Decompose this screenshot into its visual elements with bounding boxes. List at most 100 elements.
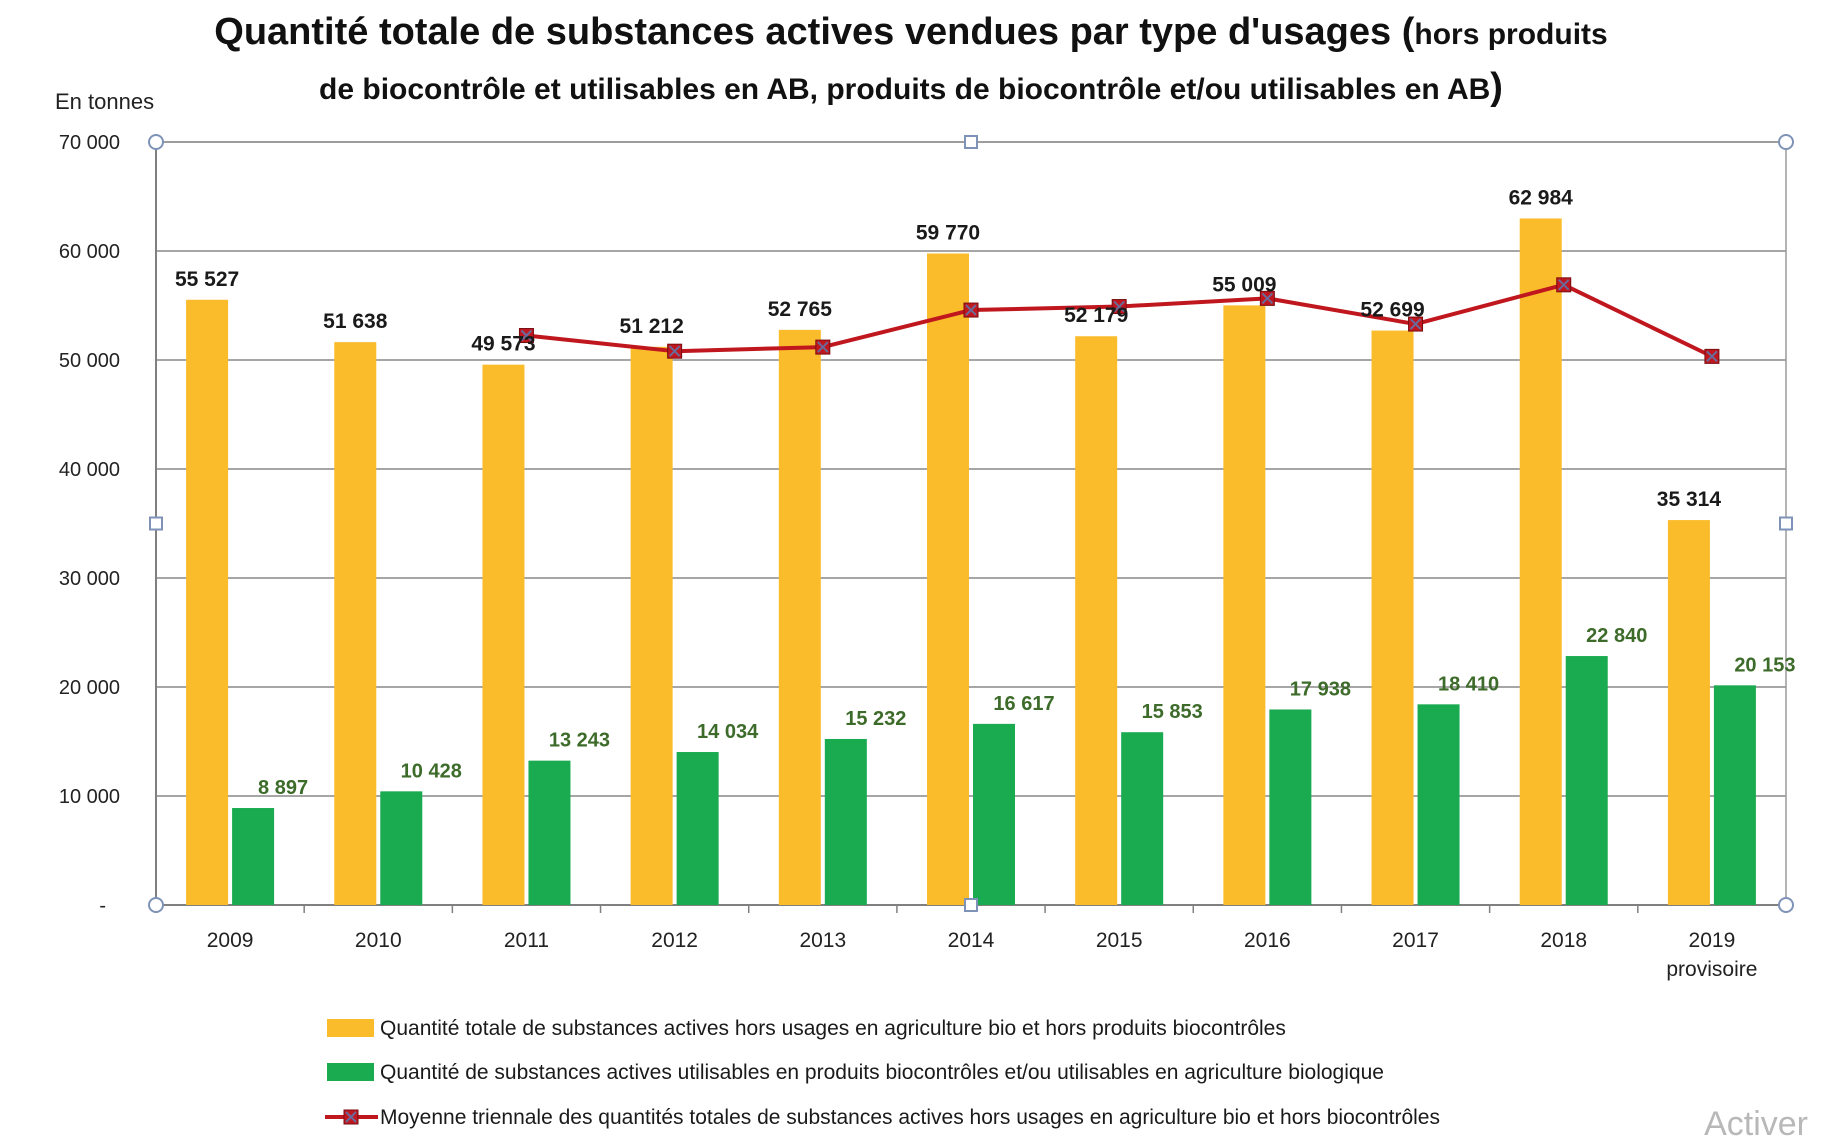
average-marker-cross-2018 (1558, 279, 1570, 291)
bar-bio-2017 (1417, 704, 1460, 905)
bar-total-2017 (1371, 330, 1414, 905)
label-total-2016: 55 009 (1212, 273, 1276, 296)
bars (186, 218, 1756, 906)
data-labels: 55 527 8 897 51 638 10 428 49 573 13 243 51 21… (175, 186, 1796, 799)
chart-subtitle: de biocontrôle et utilisables en AB, pro… (319, 66, 1503, 108)
label-bio-2018: 22 840 (1586, 625, 1647, 647)
legend-item-2: Moyenne triennale des quantités totales … (325, 1106, 1440, 1129)
legend-label-1: Quantité de substances actives utilisabl… (380, 1061, 1384, 1084)
selection-handles (148, 134, 1794, 913)
bar-bio-2013 (824, 738, 867, 905)
y-tick-label-5: 50 000 (59, 350, 120, 372)
label-total-2015: 52 179 (1064, 304, 1128, 327)
x-tick-label-2016: 2016 (1244, 929, 1291, 952)
y-axis-ticks: - 10 000 20 000 30 000 40 000 50 000 60 000 70 … (59, 132, 120, 917)
bar-total-2010 (334, 342, 377, 905)
edge-handle-2 (149, 516, 163, 531)
average-point-2015 (1111, 299, 1127, 315)
bar-total-2018 (1519, 218, 1562, 906)
chart-subtitle-text: de biocontrôle et utilisables en AB, pro… (319, 73, 1490, 106)
x-tick-label-2017: 2017 (1392, 929, 1439, 952)
chart-title: Quantité totale de substances actives ve… (214, 11, 1607, 53)
label-bio-2014: 16 617 (993, 693, 1054, 715)
bar-bio-2015 (1121, 732, 1164, 905)
bar-total-2015 (1075, 336, 1118, 905)
bar-bio-2016 (1269, 709, 1312, 905)
average-marker-cross-2015 (1113, 300, 1125, 313)
average-marker-cross-2011 (520, 329, 533, 342)
label-total-2018: 62 984 (1509, 186, 1574, 209)
bar-total-2012 (630, 346, 673, 906)
legend-item-0: Quantité totale de substances actives ho… (327, 1017, 1286, 1040)
label-bio-2010: 10 428 (401, 760, 462, 782)
label-total-2009: 55 527 (175, 268, 239, 291)
y-tick-label-6: 60 000 (59, 241, 120, 263)
label-bio-2017: 18 410 (1438, 673, 1499, 695)
average-marker-cross-2014 (965, 304, 977, 316)
y-tick-label-0: - (99, 895, 106, 917)
x-axis-ticks: 2009 2010 2011 2012 2013 2014 2015 2016 2017 2018… (207, 929, 1758, 981)
average-point-2017 (1408, 316, 1424, 332)
bar-total-2019 (1667, 520, 1710, 905)
average-point-2012 (667, 343, 683, 359)
chart-subtitle-close-paren: ) (1490, 66, 1503, 108)
label-bio-2013: 15 232 (845, 708, 906, 730)
gridlines (156, 141, 1786, 906)
edge-handle-1 (964, 898, 978, 912)
average-point-2014 (963, 302, 979, 318)
average-marker-cross-2017 (1409, 318, 1422, 330)
average-line (518, 277, 1720, 364)
average-point-2011 (518, 328, 534, 344)
bar-bio-2011 (528, 760, 571, 905)
activation-watermark: Activer (1704, 1105, 1808, 1142)
x-tick-label-2013: 2013 (799, 929, 846, 952)
legend-label-0: Quantité totale de substances actives ho… (380, 1017, 1286, 1040)
chart-title-main: Quantité totale de substances actives ve… (214, 11, 1414, 53)
average-marker-cross-2019 (1706, 350, 1718, 363)
x-tick-label-2018: 2018 (1540, 929, 1587, 952)
label-total-2013: 52 765 (768, 298, 833, 321)
average-marker-cross-2016 (1261, 292, 1274, 305)
y-tick-label-1: 10 000 (59, 786, 120, 808)
edge-handle-0 (964, 135, 978, 149)
x-tick-label-2010: 2010 (355, 929, 402, 952)
average-marker-cross-2013 (817, 341, 829, 353)
x-tick-label-2015: 2015 (1096, 929, 1143, 952)
legend-swatch-cross-2 (345, 1111, 357, 1123)
bar-bio-2014 (973, 723, 1015, 905)
average-point-2019 (1704, 348, 1720, 364)
legend: Quantité totale de substances actives ho… (325, 1017, 1440, 1129)
label-total-2017: 52 699 (1360, 299, 1424, 322)
bar-total-2009 (186, 299, 229, 905)
bar-bio-2010 (380, 791, 423, 905)
corner-handle-0 (148, 134, 164, 150)
bar-bio-2018 (1565, 656, 1608, 905)
label-bio-2019: 20 153 (1734, 654, 1795, 676)
bar-total-2016 (1223, 305, 1266, 906)
average-point-2018 (1556, 277, 1572, 293)
legend-swatch-0 (327, 1019, 374, 1037)
y-tick-label-3: 30 000 (59, 568, 120, 590)
x-tick-label-2019: 2019 (1689, 929, 1736, 952)
label-total-2012: 51 212 (620, 315, 684, 338)
label-bio-2009: 8 897 (258, 777, 308, 799)
bar-bio-2019 (1713, 685, 1756, 905)
corner-handle-3 (1778, 897, 1794, 913)
y-axis-unit-label: En tonnes (55, 89, 154, 114)
label-bio-2015: 15 853 (1142, 701, 1203, 723)
average-point-2016 (1259, 290, 1275, 306)
x-tick-label-2011: 2011 (504, 929, 549, 952)
x-tick-sublabel-2019: provisoire (1666, 958, 1757, 981)
x-tick-label-2014: 2014 (948, 929, 995, 952)
label-total-2014: 59 770 (916, 222, 980, 245)
label-bio-2016: 17 938 (1290, 678, 1351, 700)
bar-total-2014 (927, 253, 969, 905)
x-tick-label-2009: 2009 (207, 929, 254, 952)
bar-bio-2012 (676, 752, 719, 905)
corner-handle-2 (148, 897, 164, 913)
y-tick-label-7: 70 000 (59, 132, 120, 154)
label-bio-2011: 13 243 (549, 730, 610, 752)
legend-label-2: Moyenne triennale des quantités totales … (380, 1106, 1440, 1129)
